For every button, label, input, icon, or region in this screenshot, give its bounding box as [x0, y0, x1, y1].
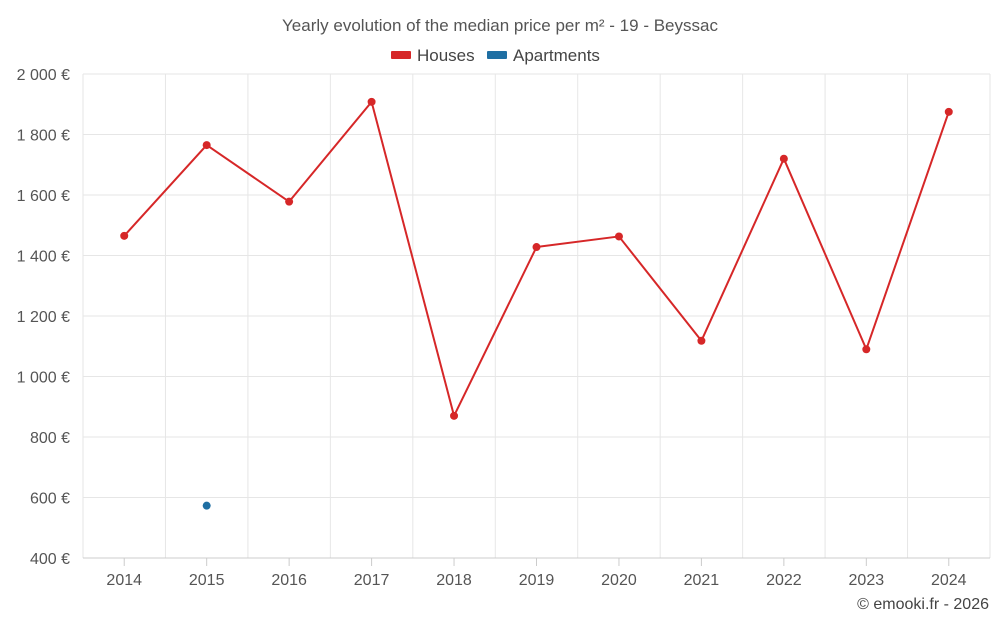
data-point-houses-2022[interactable] — [779, 154, 788, 163]
y-tick-label: 1 000 € — [17, 370, 70, 387]
grid — [82, 73, 991, 559]
data-point-houses-2019[interactable] — [532, 243, 541, 252]
data-point-houses-2024[interactable] — [944, 107, 953, 116]
legend-swatch-houses — [391, 51, 411, 59]
x-tick-label: 2017 — [354, 572, 390, 589]
axes: 400 € 600 € 800 € 1 000 € 1 200 € 1 400 € 1 60… — [17, 67, 990, 589]
y-tick-label: 1 200 € — [17, 309, 70, 326]
x-tick-label: 2020 — [601, 572, 637, 589]
chart-title: Yearly evolution of the median price per… — [282, 16, 718, 35]
x-tick-label: 2023 — [849, 572, 885, 589]
credit-text: © emooki.fr - 2026 — [857, 596, 989, 613]
y-tick-label: 600 € — [30, 491, 70, 508]
data-point-houses-2016[interactable] — [285, 197, 294, 206]
x-tick-label: 2019 — [519, 572, 555, 589]
data-point-houses-2020[interactable] — [614, 232, 623, 241]
data-point-houses-2018[interactable] — [450, 411, 459, 420]
x-tick-label: 2021 — [684, 572, 720, 589]
x-tick-label: 2016 — [271, 572, 307, 589]
x-tick-label: 2014 — [106, 572, 142, 589]
data-point-houses-2014[interactable] — [120, 231, 129, 240]
data-point-houses-2023[interactable] — [862, 345, 871, 354]
data-point-houses-2021[interactable] — [697, 336, 706, 345]
data-point-apartments-2015[interactable] — [202, 501, 211, 510]
x-tick-label: 2018 — [436, 572, 472, 589]
y-tick-label: 1 400 € — [17, 249, 70, 266]
legend-label-apartments: Apartments — [513, 46, 600, 65]
x-tick-label: 2015 — [189, 572, 225, 589]
y-tick-label: 400 € — [30, 551, 70, 568]
legend-item-apartments[interactable]: Apartments — [487, 46, 600, 65]
legend-label-houses: Houses — [417, 46, 475, 65]
data-point-houses-2015[interactable] — [202, 141, 211, 150]
series — [120, 97, 953, 510]
y-tick-label: 1 600 € — [17, 188, 70, 205]
legend: Houses Apartments — [391, 46, 600, 65]
y-tick-label: 2 000 € — [17, 67, 70, 84]
y-tick-label: 1 800 € — [17, 128, 70, 145]
data-point-houses-2017[interactable] — [367, 97, 376, 106]
y-tick-label: 800 € — [30, 430, 70, 447]
x-tick-label: 2024 — [931, 572, 967, 589]
legend-swatch-apartments — [487, 51, 507, 59]
legend-item-houses[interactable]: Houses — [391, 46, 475, 65]
x-tick-label: 2022 — [766, 572, 802, 589]
